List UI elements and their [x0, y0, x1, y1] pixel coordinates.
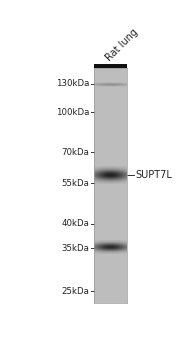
Text: 100kDa: 100kDa: [56, 107, 89, 117]
Text: 25kDa: 25kDa: [61, 287, 89, 296]
Text: 70kDa: 70kDa: [61, 148, 89, 157]
Text: 35kDa: 35kDa: [61, 244, 89, 253]
Text: Rat lung: Rat lung: [104, 27, 140, 63]
Text: 40kDa: 40kDa: [61, 219, 89, 229]
Text: 130kDa: 130kDa: [56, 79, 89, 88]
Text: 55kDa: 55kDa: [61, 179, 89, 188]
Text: SUPT7L: SUPT7L: [136, 170, 173, 180]
Bar: [94, 64, 127, 68]
